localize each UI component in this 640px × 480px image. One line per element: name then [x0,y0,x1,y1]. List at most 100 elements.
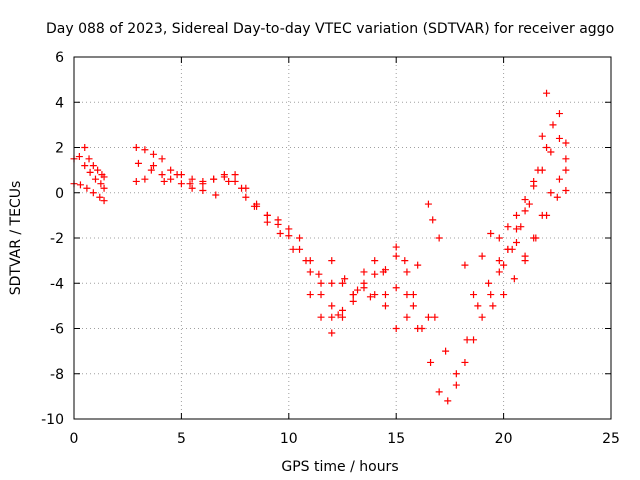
data-point [562,166,570,174]
data-point [263,211,271,219]
data-point [276,229,284,237]
data-point [141,146,149,154]
data-point [349,297,357,305]
data-point [328,279,336,287]
data-point [381,291,389,299]
data-point [510,275,518,283]
data-point [555,175,563,183]
data-point [231,177,239,185]
data-point [532,234,540,242]
data-point [328,257,336,265]
data-series-1 [70,153,108,192]
data-point [555,110,563,118]
data-point [487,229,495,237]
data-point [289,245,297,253]
data-point [392,252,400,260]
data-point [461,261,469,269]
data-point [485,279,493,287]
data-point [366,293,374,301]
x-tick-label: 25 [602,431,620,447]
data-point [89,162,97,170]
data-point [173,171,181,179]
data-point [158,155,166,163]
data-point [100,173,108,181]
data-point [512,239,520,247]
data-point [562,186,570,194]
data-point [495,268,503,276]
data-point [547,148,555,156]
data-point [94,166,102,174]
data-point [149,162,157,170]
y-tick-label: 0 [55,186,64,202]
data-point [500,261,508,269]
data-point [444,397,452,405]
data-point [517,223,525,231]
data-point [553,193,561,201]
data-point [285,232,293,240]
data-point [75,153,83,161]
data-point [296,234,304,242]
data-point [100,184,108,192]
data-point [96,193,104,201]
data-series-8 [328,257,432,332]
data-point [500,291,508,299]
data-series-3 [81,144,108,181]
data-point [543,144,551,151]
data-point [220,173,228,181]
data-point [242,193,250,201]
data-point [149,150,157,158]
data-point [521,257,529,265]
data-point [306,291,314,299]
x-axis-label: GPS time / hours [281,459,398,475]
data-point [442,347,450,355]
data-point [562,139,570,147]
data-point [534,166,542,174]
data-point [418,325,426,332]
data-point [504,223,512,231]
data-point [83,184,91,192]
y-tick-label: -10 [41,412,64,428]
data-point [134,159,142,167]
data-point [403,291,411,299]
data-series-7 [306,252,417,337]
data-point [354,286,362,294]
data-point [317,291,325,299]
data-point [285,225,293,233]
chart-title: Day 088 of 2023, Sidereal Day-to-day VTE… [46,21,614,37]
data-point [487,291,495,299]
data-point [81,162,89,170]
data-point [549,121,557,129]
data-point [334,311,342,319]
data-point [452,381,460,389]
data-point [489,302,497,310]
data-point [543,211,551,219]
data-point [478,252,486,260]
data-point [429,216,437,224]
data-point [186,180,194,188]
data-point [403,313,411,321]
data-point [141,175,149,183]
data-point [315,270,323,278]
data-point [339,306,346,314]
data-series-9 [424,200,443,242]
data-point [371,270,379,278]
data-point [403,268,411,276]
data-point [470,336,478,344]
data-point [167,166,175,174]
data-point [238,184,246,192]
data-point [339,313,346,321]
data-point [328,329,336,337]
data-point [495,234,503,242]
data-point [409,302,417,310]
data-point [371,291,379,299]
x-tick-label: 5 [177,431,186,447]
x-tick-label: 0 [70,431,79,447]
data-point [463,336,471,344]
data-point [147,166,155,174]
data-point [392,243,400,251]
data-point [452,370,460,378]
data-point [424,200,432,208]
data-points [70,89,570,405]
axis-ticks: 0 5 10 15 20 25 -10 -8 -6 -4 -2 0 2 4 6 [41,50,620,447]
data-point [360,268,368,276]
